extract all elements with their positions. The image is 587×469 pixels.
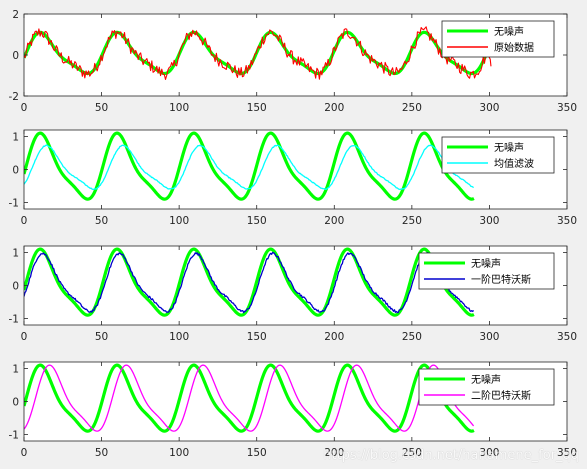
series-group: [24, 26, 492, 80]
y-tick-label: 0: [12, 50, 19, 62]
x-tick-label: 300: [479, 102, 499, 114]
x-tick-label: 100: [169, 102, 189, 114]
legend-box: [418, 368, 555, 406]
x-tick-label: 250: [402, 215, 422, 227]
x-tick-label: 0: [21, 102, 28, 114]
series-line-clean: [24, 247, 475, 317]
series-line-raw: [24, 26, 492, 80]
x-tick-label: 0: [21, 215, 28, 227]
series-line-mean: [24, 144, 475, 191]
x-tick-label: 100: [169, 331, 189, 343]
y-tick-label: 1: [12, 248, 19, 260]
y-tick-label: 0: [12, 165, 19, 177]
x-tick-label: 250: [402, 447, 422, 459]
x-tick-label: 350: [557, 102, 577, 114]
x-tick-label: 250: [402, 102, 422, 114]
x-tick-label: 300: [479, 215, 499, 227]
x-tick-label: 100: [169, 447, 189, 459]
x-tick-label: 100: [169, 215, 189, 227]
y-tick-label: 0: [12, 397, 19, 409]
y-tick-label: 1: [12, 132, 19, 144]
series-line-butter1: [24, 251, 475, 314]
legend-label-clean: 无噪声: [471, 373, 501, 386]
x-tick-label: 200: [324, 215, 344, 227]
x-tick-label: 350: [557, 331, 577, 343]
y-tick-label: -1: [9, 197, 19, 209]
series-group: [24, 247, 475, 317]
y-tick-label: -1: [9, 429, 19, 441]
y-tick-label: -2: [9, 91, 19, 103]
x-tick-label: 350: [557, 447, 577, 459]
series-group: [24, 131, 475, 201]
x-tick-label: 50: [95, 215, 108, 227]
x-tick-label: 200: [324, 447, 344, 459]
x-tick-label: 150: [247, 102, 267, 114]
legend-label-raw: 原始数据: [494, 41, 534, 54]
x-tick-label: 50: [95, 331, 108, 343]
x-tick-label: 150: [247, 215, 267, 227]
y-tick-label: 1: [12, 364, 19, 376]
x-tick-label: 300: [479, 331, 499, 343]
x-tick-label: 300: [479, 447, 499, 459]
x-tick-label: 0: [21, 447, 28, 459]
series-line-butter2: [24, 364, 475, 432]
legend-label-mean: 均值滤波: [494, 157, 534, 170]
x-tick-label: 200: [324, 102, 344, 114]
x-tick-label: 250: [402, 331, 422, 343]
x-tick-label: 0: [21, 331, 28, 343]
watermark: https://blog.csdn.net/hanamene_for_qq: [323, 448, 579, 463]
x-tick-label: 50: [95, 102, 108, 114]
legend-box: [441, 136, 555, 174]
series-group: [24, 363, 475, 433]
x-tick-label: 200: [324, 331, 344, 343]
series-line-clean: [24, 131, 475, 201]
legend-label-clean: 无噪声: [494, 25, 524, 38]
y-tick-label: 2: [12, 9, 19, 21]
x-tick-label: 350: [557, 215, 577, 227]
legend-label-butter1: 一阶巴特沃斯: [471, 273, 531, 286]
x-tick-label: 150: [247, 447, 267, 459]
y-tick-label: 0: [12, 281, 19, 293]
legend-box: [441, 20, 555, 58]
legend-label-butter2: 二阶巴特沃斯: [471, 389, 531, 402]
legend-label-clean: 无噪声: [471, 257, 501, 270]
y-tick-label: -1: [9, 313, 19, 325]
legend-box: [418, 252, 555, 290]
x-tick-label: 50: [95, 447, 108, 459]
legend-label-clean: 无噪声: [494, 141, 524, 154]
x-tick-label: 150: [247, 331, 267, 343]
